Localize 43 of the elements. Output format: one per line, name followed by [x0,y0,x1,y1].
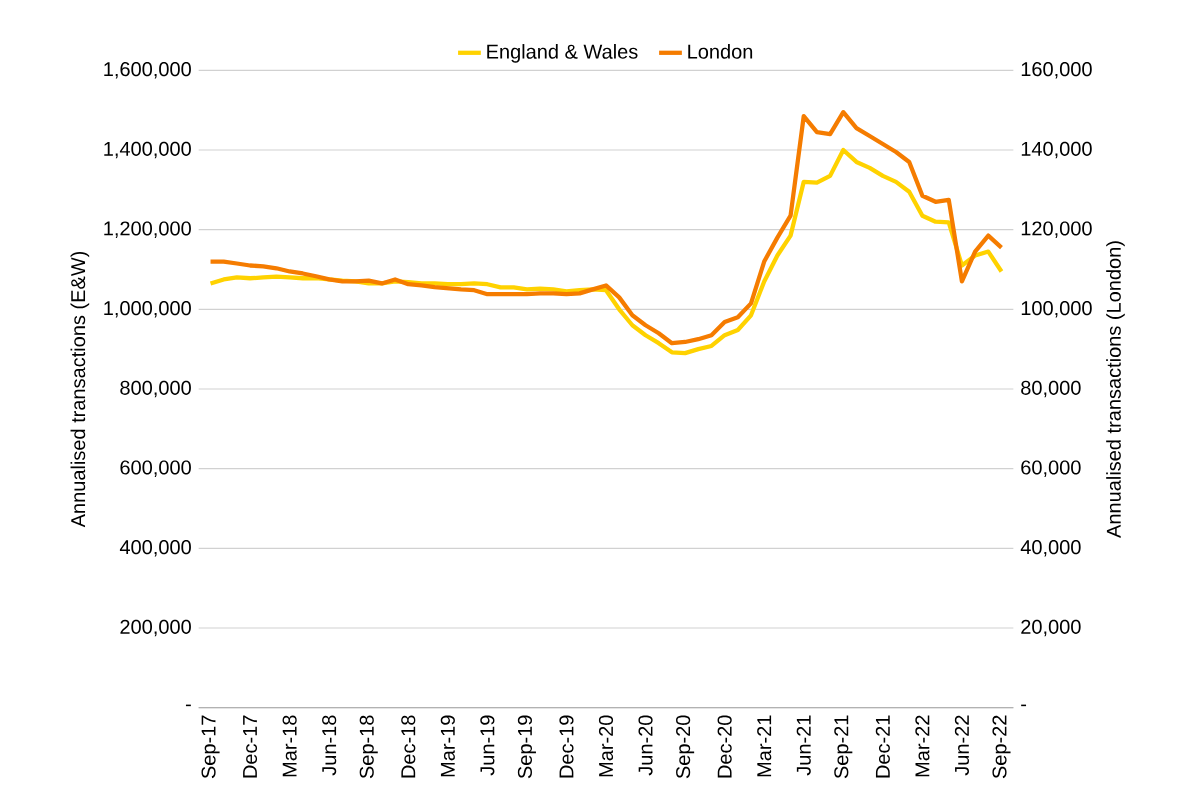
x-tick-label: Jun-18 [322,715,337,776]
y2-tick-label: - [1021,704,1027,707]
y2-tick-label: 20,000 [1021,619,1081,637]
x-tick-label: Jun-20 [638,715,653,776]
x-tick-label: Dec-20 [717,715,732,778]
x-tick-label: Sep-17 [201,715,220,779]
y2-tick-label: 160,000 [1021,62,1092,79]
y-tick-label: 200,000 [120,619,191,637]
y-tick-label: - [185,704,191,707]
x-tick-label: Jun-22 [954,715,969,776]
x-tick-label: Sep-19 [517,715,536,779]
x-tick-label: Dec-19 [559,715,574,778]
x-tick-label: Mar-18 [282,715,297,777]
y2-tick-label: 100,000 [1021,301,1092,318]
y-tick-label: 1,200,000 [104,221,191,238]
x-tick-label: Jun-19 [480,715,495,776]
y2-tick-label: 140,000 [1021,141,1092,159]
y-tick-label: 1,000,000 [104,301,191,318]
x-tick-label: Dec-21 [875,715,890,778]
y-tick-label: 1,600,000 [104,62,191,79]
x-tick-label: Sep-18 [359,715,378,779]
legend-label: England & Wales [487,44,638,63]
x-tick-label: Jun-21 [796,715,811,776]
x-tick-label: Mar-22 [915,715,930,777]
x-tick-label: Dec-18 [401,715,416,778]
x-tick-label: Mar-19 [440,715,455,777]
x-tick-label: Mar-20 [598,715,614,777]
x-tick-label: Sep-22 [992,715,1011,779]
x-tick-label: Sep-20 [676,715,695,779]
y-tick-label: 1,400,000 [104,141,191,159]
y2-tick-label: 40,000 [1020,540,1081,557]
y2-tick-label: 80,000 [1021,380,1081,398]
y-tick-label: 600,000 [120,460,191,477]
x-tick-label: Dec-17 [243,715,258,778]
y-tick-label: 400,000 [119,540,191,557]
y-axis-title: Annualised transactions (E&W) [70,251,90,528]
legend-label: London [688,44,753,59]
y2-tick-label: 120,000 [1021,221,1092,238]
x-tick-label: Mar-21 [757,715,772,777]
x-tick-label: Sep-21 [834,715,853,779]
y2-axis-title: Annualised transactions (London) [1106,241,1125,538]
y2-tick-label: 60,000 [1021,460,1081,477]
y-tick-label: 800,000 [120,380,191,398]
